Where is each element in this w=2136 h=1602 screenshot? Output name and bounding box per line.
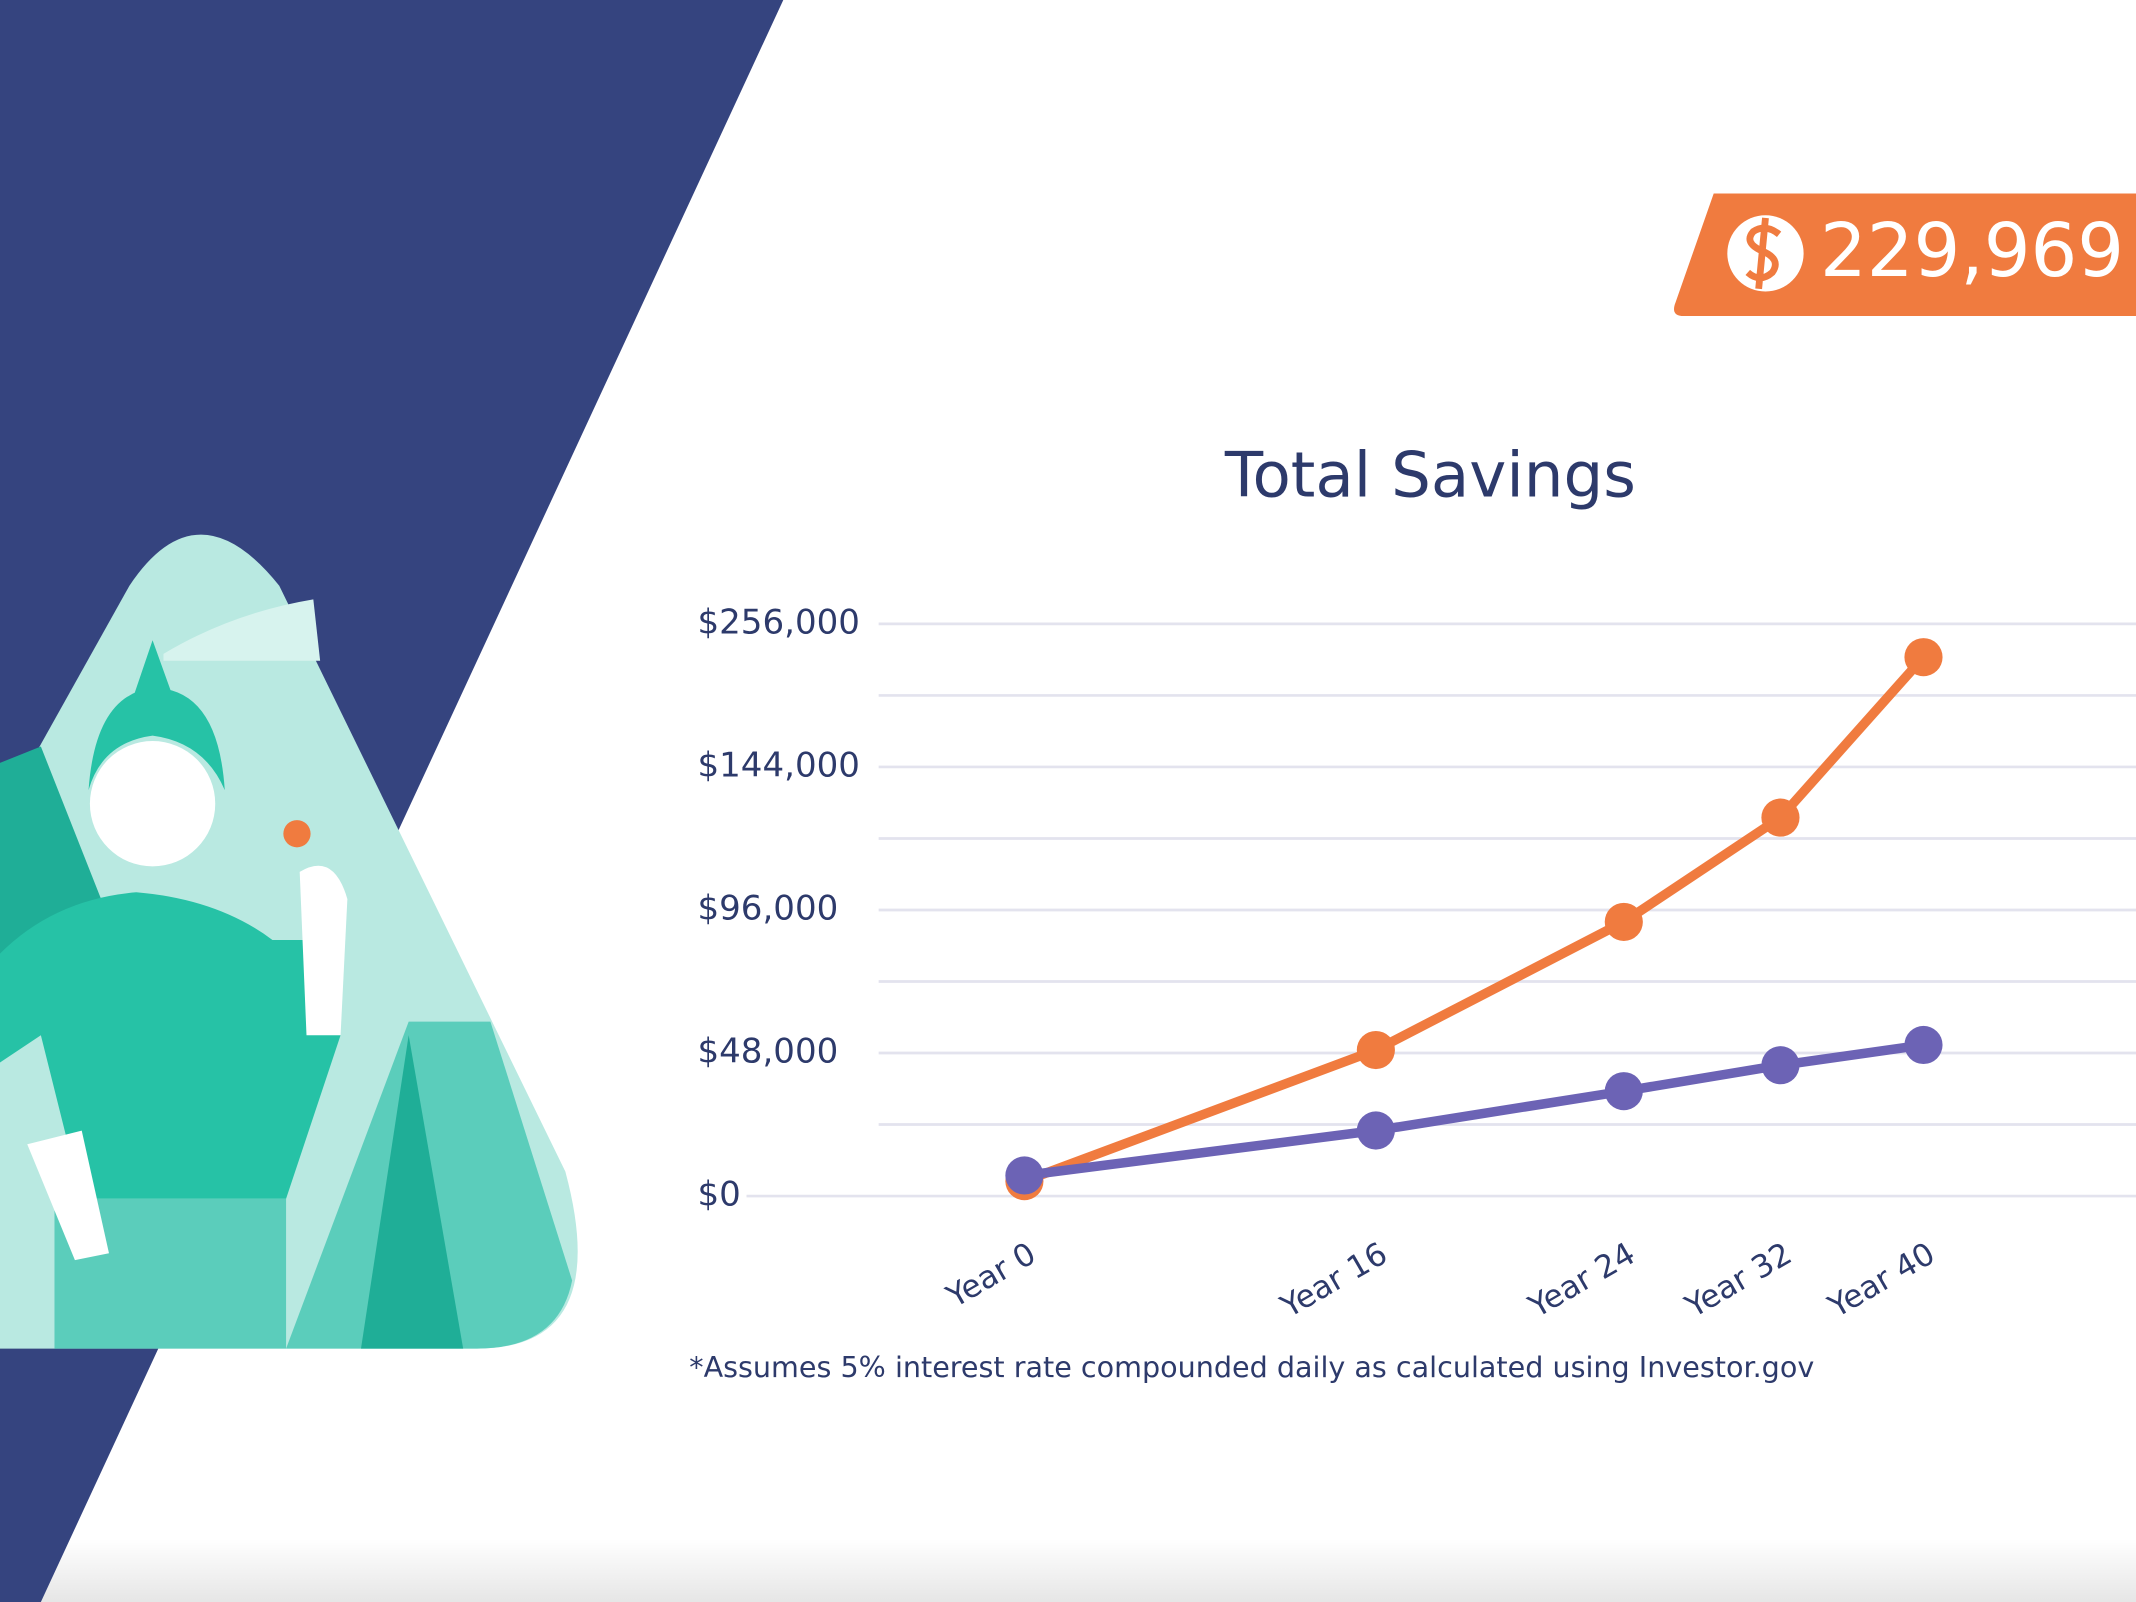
- x-tick-label: Year 0: [940, 1236, 1042, 1316]
- chart-title: Total Savings: [1224, 439, 1636, 512]
- y-tick-label: $0: [697, 1175, 740, 1215]
- point: [1761, 798, 1800, 837]
- point: [1356, 1030, 1395, 1070]
- savings-badge: 229,969: [1674, 193, 2136, 317]
- plot: $0 $48,000 $96,000 $144,000 $256,000 Year 0 Ye…: [697, 602, 2136, 1326]
- y-tick-label: $48,000: [697, 1032, 838, 1072]
- x-tick-label: Year 32: [1679, 1236, 1798, 1326]
- point: [1761, 1046, 1800, 1085]
- x-tick-label: Year 24: [1522, 1236, 1641, 1326]
- point: [1904, 1025, 1943, 1065]
- badge-amount: 229,969: [1820, 209, 2124, 294]
- point: [1604, 1072, 1643, 1111]
- point: [1356, 1111, 1395, 1150]
- point: [1904, 638, 1943, 677]
- x-tick-label: Year 16: [1274, 1236, 1393, 1326]
- series-line: [1019, 652, 1929, 1186]
- bottom-shadow: [0, 1539, 2136, 1602]
- illustration: [0, 534, 578, 1349]
- y-tick-label: $96,000: [697, 888, 838, 928]
- dollar-sign: [1745, 217, 1782, 290]
- x-tick-label: Year 40: [1822, 1236, 1941, 1326]
- y-tick-label: $256,000: [697, 602, 859, 642]
- y-tick-label: $144,000: [697, 745, 859, 785]
- point: [1005, 1156, 1044, 1195]
- point: [1604, 902, 1643, 941]
- footnote: *Assumes 5% interest rate compounded dai…: [689, 1350, 1814, 1384]
